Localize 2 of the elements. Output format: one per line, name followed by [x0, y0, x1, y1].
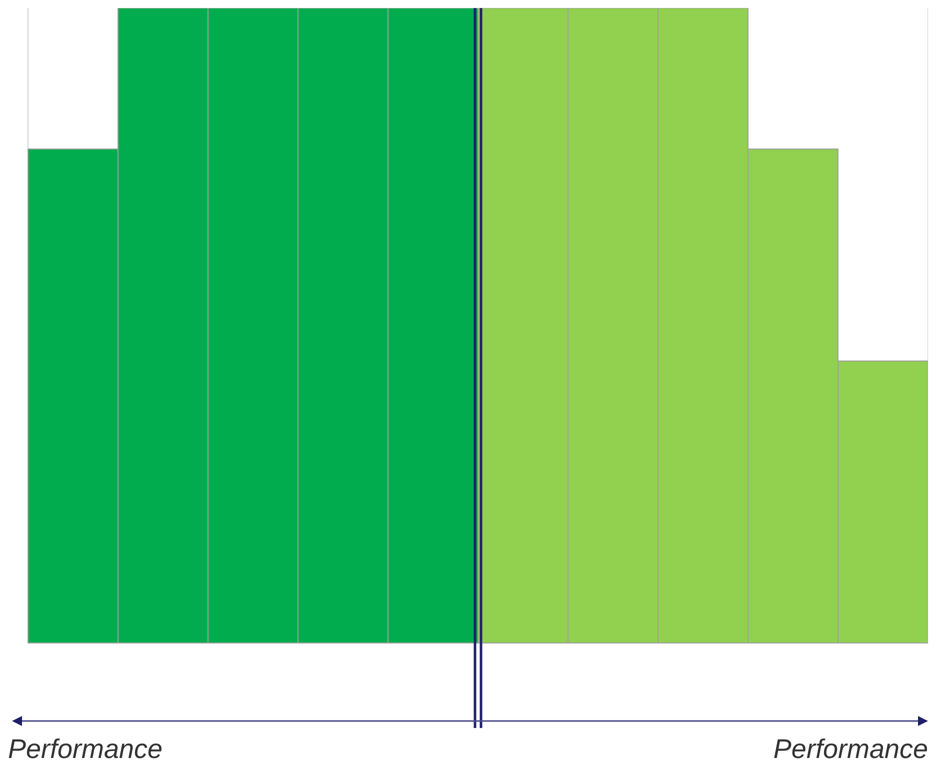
text: Performance — [773, 734, 928, 765]
text: Performance — [8, 734, 163, 765]
